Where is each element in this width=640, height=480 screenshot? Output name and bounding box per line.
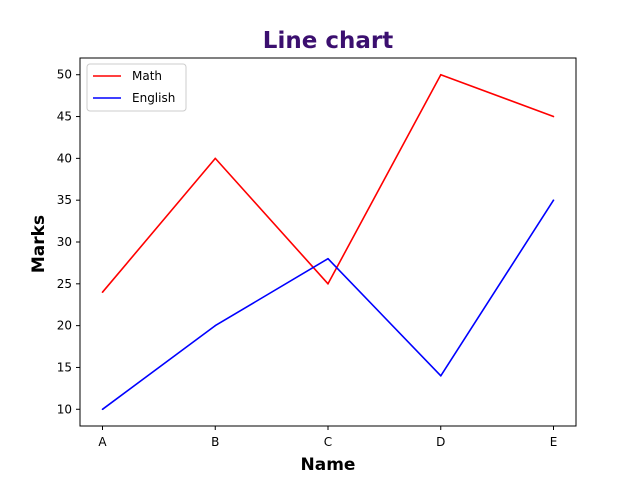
data-point-math: [214, 157, 217, 160]
data-point-math: [101, 291, 104, 293]
chart-title: Line chart: [263, 28, 393, 54]
x-tick-label: C: [324, 435, 332, 449]
y-tick-label: 40: [57, 151, 72, 165]
legend-label-math: Math: [132, 69, 162, 83]
x-axis-title: Name: [301, 455, 356, 475]
data-point-english: [552, 199, 555, 201]
y-tick-label: 20: [57, 319, 72, 333]
x-tick-label: A: [98, 435, 107, 449]
y-tick-label: 45: [57, 110, 72, 124]
data-point-english: [327, 257, 329, 260]
y-tick-label: 15: [57, 360, 72, 374]
x-tick-label: D: [436, 435, 445, 449]
x-axis-ticks: A B C D E: [98, 426, 557, 449]
data-point-english: [101, 408, 104, 411]
y-tick-label: 10: [57, 402, 72, 416]
legend-label-english: English: [132, 91, 175, 105]
x-tick-label: B: [211, 435, 219, 449]
legend: Math English: [86, 63, 187, 112]
data-point-english: [439, 375, 442, 377]
y-axis-title: Marks: [29, 215, 49, 273]
y-axis-ticks: 10 15 20 25 30 35 40 45 50: [57, 68, 80, 416]
data-point-math: [327, 283, 329, 285]
y-tick-label: 30: [57, 235, 72, 249]
y-tick-label: 25: [57, 277, 72, 291]
x-tick-label: E: [550, 435, 558, 449]
chart-marks: [101, 73, 555, 411]
data-point-english: [214, 324, 217, 327]
data-point-math: [439, 73, 442, 76]
y-tick-label: 35: [57, 193, 72, 207]
y-tick-label: 50: [57, 68, 72, 82]
data-point-math: [552, 115, 555, 118]
